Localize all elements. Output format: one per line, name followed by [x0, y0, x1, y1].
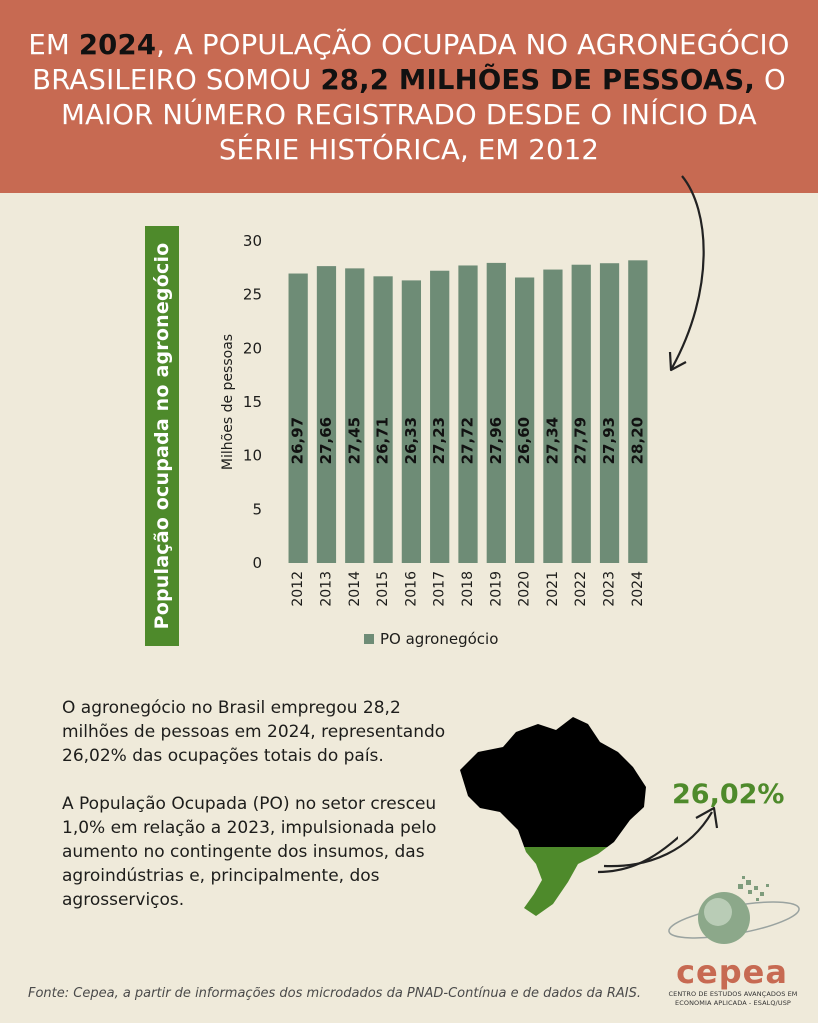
cepea-globe-icon: [668, 876, 800, 944]
bar: [514, 277, 535, 563]
bar-data-label: 27,79: [572, 417, 590, 464]
bar: [316, 266, 337, 563]
y-tick-label: 20: [243, 339, 262, 357]
logo-subtitle-line2: ECONOMIA APLICADA - ESALQ/USP: [675, 999, 791, 1007]
headline-part: O MAIOR NÚMERO REGISTRADO DESDE O INÍCIO…: [61, 64, 786, 166]
bar: [458, 265, 478, 563]
legend-label: PO agronegócio: [380, 630, 498, 648]
bar-data-label: 26,33: [402, 417, 420, 464]
bar-data-label: 27,34: [543, 417, 561, 464]
x-tick-label: 2020: [517, 571, 533, 607]
bar: [345, 268, 365, 563]
y-tick-label: 25: [243, 286, 262, 304]
bar-chart: 0 5 10 15 20 25 30 Milhões de pessoas 26,97 2012 2…: [220, 232, 648, 648]
cepea-logo-subtitle: CENTRO DE ESTUDOS AVANÇADOS EM ECONOMIA …: [666, 990, 800, 1008]
bar: [599, 263, 620, 563]
share-arrow: [597, 836, 678, 874]
bar-data-label: 27,45: [345, 417, 363, 464]
x-tick-label: 2013: [318, 571, 334, 607]
bar: [571, 264, 591, 563]
brazil-map-icon: [460, 717, 678, 916]
bar: [628, 260, 648, 563]
bar-data-label: 28,20: [628, 417, 646, 464]
y-axis-title: Milhões de pessoas: [220, 334, 236, 470]
body-text: O agronegócio no Brasil empregou 28,2 mi…: [62, 696, 462, 936]
share-percentage: 26,02%: [672, 779, 785, 810]
y-tick-label: 30: [243, 232, 262, 250]
side-label-text: População ocupada no agronegócio: [151, 242, 173, 630]
bar-data-label: 27,66: [317, 417, 335, 464]
source-note: Fonte: Cepea, a partir de informações do…: [28, 986, 641, 1001]
x-tick-label: 2022: [573, 571, 589, 607]
x-tick-label: 2023: [602, 571, 618, 607]
bar: [373, 276, 393, 563]
x-tick-label: 2015: [375, 571, 391, 607]
cepea-logo: cepea: [676, 953, 788, 991]
x-tick-label: 2024: [630, 571, 646, 607]
y-tick-label: 5: [252, 500, 262, 518]
bar-data-label: 27,96: [487, 417, 505, 464]
bar: [543, 269, 563, 563]
legend-swatch: [364, 634, 374, 644]
x-tick-label: 2021: [545, 571, 561, 607]
headline: EM 2024, A POPULAÇÃO OCUPADA NO AGRONEGÓ…: [20, 28, 798, 168]
paragraph-growth: A População Ocupada (PO) no setor cresce…: [62, 794, 437, 910]
bar-data-label: 27,23: [430, 417, 448, 464]
logo-subtitle-line1: CENTRO DE ESTUDOS AVANÇADOS EM: [668, 990, 798, 998]
bar: [288, 273, 308, 563]
x-tick-label: 2018: [460, 571, 476, 607]
bar: [486, 262, 506, 563]
headline-part: 28,2 MILHÕES DE PESSOAS,: [320, 64, 756, 96]
y-tick-label: 10: [243, 447, 262, 465]
share-arrow-icon: [603, 806, 719, 868]
headline-part: 2024: [78, 29, 157, 61]
bar-data-label: 26,71: [374, 417, 392, 464]
side-label: População ocupada no agronegócio: [145, 226, 179, 646]
bar-data-label: 27,72: [459, 417, 477, 464]
x-tick-label: 2016: [403, 571, 419, 607]
headline-part: EM: [28, 29, 79, 61]
bar: [430, 270, 450, 563]
x-tick-label: 2012: [290, 571, 306, 607]
bar-data-label: 26,60: [515, 417, 533, 464]
bar: [401, 280, 422, 563]
headline-part: , A POPULAÇÃO OCUPADA NO AGRONEGÓCIO BRA…: [32, 29, 790, 96]
y-tick-label: 15: [243, 393, 262, 411]
curved-arrow-icon: [668, 175, 705, 372]
bar-data-label: 27,93: [600, 417, 618, 464]
x-tick-label: 2014: [347, 571, 363, 607]
y-tick-label: 0: [252, 554, 262, 572]
x-tick-label: 2019: [488, 571, 504, 607]
paragraph-employment: O agronegócio no Brasil empregou 28,2 mi…: [62, 698, 446, 766]
header-banner: EM 2024, A POPULAÇÃO OCUPADA NO AGRONEGÓ…: [0, 0, 818, 193]
bar-data-label: 26,97: [289, 417, 307, 464]
x-tick-label: 2017: [432, 571, 448, 607]
